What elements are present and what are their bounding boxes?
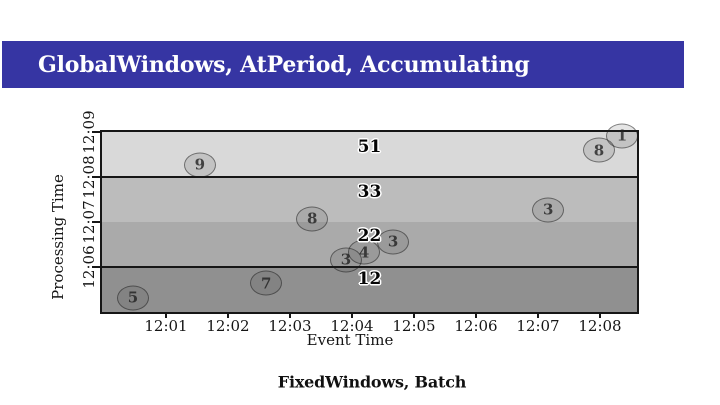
x-tick-mark [289, 312, 291, 318]
x-tick-label: 12:06 [454, 317, 498, 335]
x-tick-mark [165, 312, 167, 318]
x-tick-label: 12:08 [578, 317, 622, 335]
x-axis-label: Event Time [306, 331, 394, 349]
data-point: 5 [117, 285, 150, 311]
x-tick-label: 12:05 [392, 317, 436, 335]
pane-boundary-line [102, 266, 637, 268]
x-tick-mark [537, 312, 539, 318]
y-tick-mark [92, 176, 100, 178]
pane-boundary-line [102, 176, 637, 178]
x-tick-mark [475, 312, 477, 318]
x-tick-mark [227, 312, 229, 318]
x-tick-mark [413, 312, 415, 318]
slide-caption: FixedWindows, Batch [277, 372, 467, 392]
data-point: 8 [296, 206, 329, 232]
pane-sum-label: 33 [357, 181, 382, 202]
x-tick-mark [351, 312, 353, 318]
plot-area: 5 7 3 4 3 8 3 9 8 1 51 33 22 12 12:01 12:02 12:03 12:04 12… [80, 110, 639, 335]
data-point: 1 [606, 123, 639, 149]
pane-band [102, 267, 637, 312]
x-tick-label: 12:04 [330, 317, 374, 335]
y-tick-mark [92, 131, 100, 133]
title-banner: GlobalWindows, AtPeriod, Accumulating [2, 41, 684, 88]
x-tick-label: 12:02 [206, 317, 250, 335]
slide-title: GlobalWindows, AtPeriod, Accumulating [38, 51, 530, 78]
x-tick-label: 12:03 [268, 317, 312, 335]
x-tick-mark [599, 312, 601, 318]
x-tick-label: 12:01 [144, 317, 188, 335]
data-point: 7 [250, 270, 283, 296]
y-axis-label: Processing Time [49, 174, 67, 300]
data-point: 3 [377, 229, 410, 255]
data-point: 4 [348, 239, 381, 265]
y-tick-mark [92, 221, 100, 223]
data-point: 3 [532, 197, 565, 223]
pane-sum-label: 51 [357, 136, 382, 157]
data-point: 9 [183, 152, 216, 178]
y-tick-mark [92, 266, 100, 268]
pane-sum-label: 12 [357, 269, 382, 290]
pane-sum-label: 22 [357, 226, 382, 247]
x-tick-label: 12:07 [516, 317, 560, 335]
